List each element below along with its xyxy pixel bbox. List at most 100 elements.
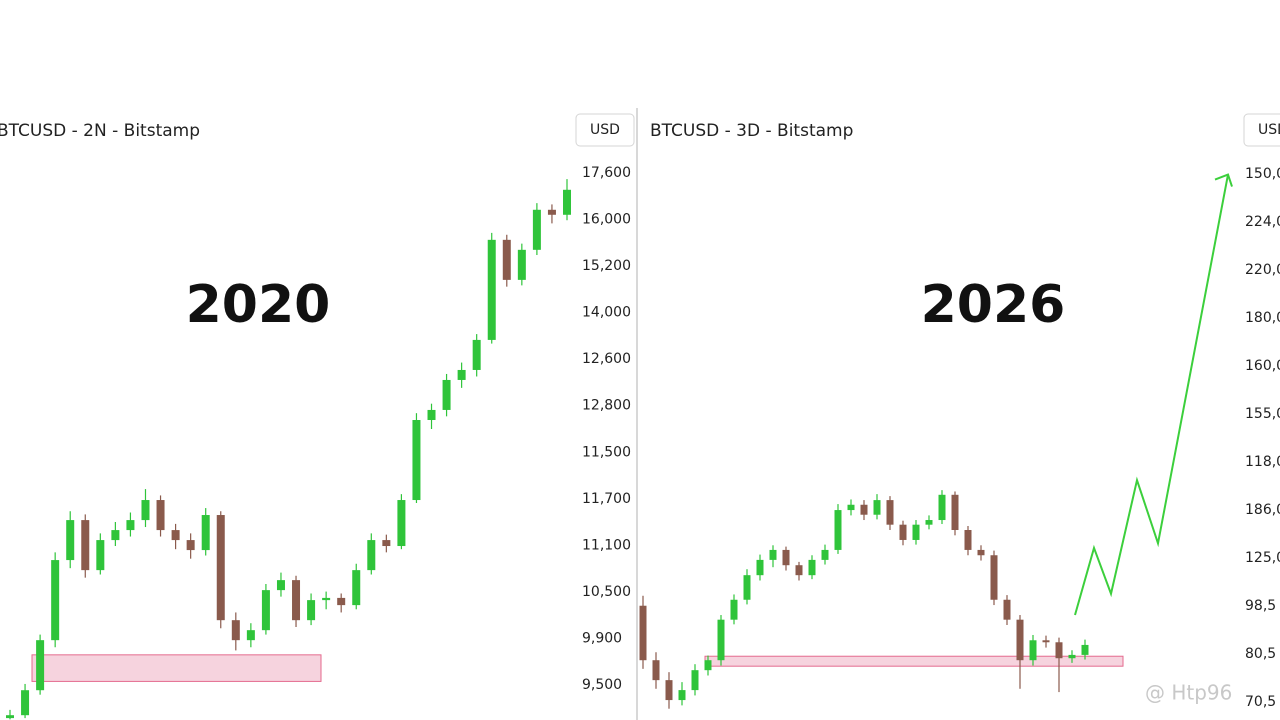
candle-body: [261, 590, 270, 631]
candle-body: [665, 680, 673, 701]
price-label: 118,0: [1245, 454, 1280, 470]
candle-body: [899, 524, 907, 540]
candle-body: [382, 540, 391, 547]
candle-body: [912, 524, 920, 540]
currency-label[interactable]: USD: [1258, 122, 1280, 138]
candle-body: [292, 580, 301, 621]
candle-body: [141, 500, 150, 521]
candle-body: [6, 715, 14, 719]
currency-label[interactable]: USD: [590, 122, 620, 138]
candle-body: [951, 494, 959, 530]
candle-body: [246, 630, 255, 641]
price-label: 70,5: [1245, 694, 1276, 710]
candle-body: [782, 549, 790, 566]
price-label: 11,700: [582, 491, 631, 507]
candle-body: [367, 540, 376, 571]
candle-body: [938, 494, 946, 521]
candle-body: [216, 515, 225, 621]
candle-body: [81, 520, 90, 571]
candle-body: [201, 515, 210, 551]
candle-body: [547, 209, 556, 215]
price-label: 224,0: [1245, 214, 1280, 230]
candle-body: [322, 597, 331, 601]
candle-body: [1068, 654, 1076, 659]
price-label: 11,500: [582, 444, 631, 460]
candle-body: [886, 500, 894, 525]
price-label: 16,000: [582, 212, 631, 228]
candle-body: [873, 500, 881, 515]
price-label: 180,0: [1245, 310, 1280, 326]
candle-body: [126, 520, 135, 531]
candle-body: [337, 597, 346, 606]
year-label: 2020: [186, 275, 331, 335]
candle-body: [442, 379, 451, 410]
candle-body: [502, 239, 511, 280]
price-label: 12,600: [582, 351, 631, 367]
price-label: 155,0: [1245, 406, 1280, 422]
support-zone: [31, 654, 322, 682]
price-label: 12,800: [582, 398, 631, 414]
candle-body: [1081, 644, 1089, 655]
candle-body: [36, 640, 45, 691]
price-label: 9,900: [582, 630, 622, 646]
price-label: 80,5: [1245, 646, 1276, 662]
candle-body: [472, 339, 481, 370]
candle-body: [743, 575, 751, 600]
candle-body: [307, 600, 316, 621]
candle-body: [990, 555, 998, 600]
candle-body: [352, 570, 361, 606]
price-label: 9,500: [582, 677, 622, 693]
candle-body: [925, 520, 933, 525]
candle-body: [652, 660, 660, 681]
candle-body: [678, 690, 686, 701]
candle-body: [397, 500, 406, 547]
candle-body: [171, 530, 180, 541]
candle-body: [276, 580, 285, 591]
candle-body: [186, 540, 195, 551]
watermark: @ Htp96: [1145, 681, 1232, 705]
candle-body: [517, 249, 526, 280]
candle-body: [156, 500, 165, 531]
projection-arrowhead: [1214, 173, 1233, 187]
candle-body: [717, 619, 725, 661]
candle-body: [427, 409, 436, 421]
year-label: 2026: [921, 275, 1066, 335]
candle-body: [821, 549, 829, 560]
price-label: 186,0: [1245, 502, 1280, 518]
currency-button[interactable]: [575, 113, 635, 147]
candle-body: [639, 605, 647, 661]
price-label: 220,0: [1245, 262, 1280, 278]
candle-body: [412, 420, 421, 501]
symbol-label: BTCUSD - 3D - Bitstamp: [650, 121, 853, 141]
candle-body: [964, 530, 972, 550]
candle-body: [1042, 640, 1050, 643]
candle-body: [847, 504, 855, 511]
candle-body: [563, 189, 571, 215]
candle-body: [111, 530, 120, 541]
candle-body: [834, 510, 842, 550]
candle-body: [532, 209, 541, 250]
price-label: 160,0: [1245, 358, 1280, 374]
price-label: 14,000: [582, 305, 631, 321]
projection-line: [1074, 174, 1229, 616]
price-label: 98,5: [1245, 598, 1276, 614]
candle-body: [457, 369, 466, 380]
symbol-label: BTCUSD - 2N - Bitstamp: [0, 121, 200, 141]
candle-body: [1003, 599, 1011, 620]
candle-body: [231, 620, 240, 641]
candle-body: [1029, 640, 1037, 661]
candle-body: [691, 670, 699, 691]
candle-body: [487, 239, 496, 340]
candle-body: [1016, 619, 1024, 661]
currency-button[interactable]: [1243, 113, 1280, 147]
candle-body: [808, 559, 816, 576]
candle-body: [66, 520, 75, 561]
candle-body: [756, 559, 764, 576]
price-label: 10,500: [582, 584, 631, 600]
price-label: 125,0: [1245, 550, 1280, 566]
candle-body: [96, 540, 105, 571]
candle-body: [730, 599, 738, 620]
candle-body: [795, 565, 803, 576]
candle-body: [21, 690, 30, 716]
